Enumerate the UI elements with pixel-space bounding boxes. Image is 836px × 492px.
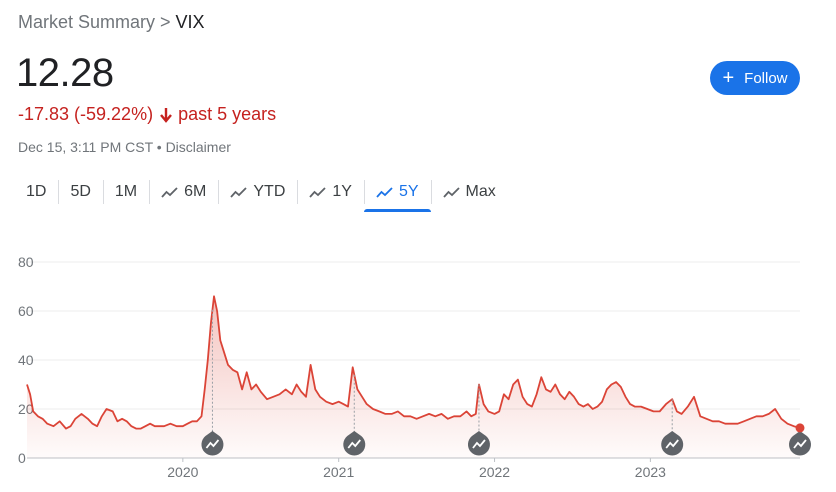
follow-button-label: Follow xyxy=(744,69,788,87)
x-tick-label: 2020 xyxy=(167,464,198,480)
breadcrumb: Market Summary > VIX xyxy=(18,12,205,33)
change-period: past 5 years xyxy=(178,104,277,124)
plus-icon: + xyxy=(722,67,735,89)
news-marker-icon[interactable] xyxy=(201,431,224,456)
trend-icon xyxy=(309,186,327,198)
tab-1m[interactable]: 1M xyxy=(102,176,149,208)
arrow-down-icon xyxy=(160,107,172,123)
vix-area xyxy=(27,296,800,458)
breadcrumb-parent[interactable]: Market Summary xyxy=(18,12,156,32)
vix-series-line xyxy=(26,295,801,430)
tab-max[interactable]: Max xyxy=(430,176,508,208)
tab-6m[interactable]: 6M xyxy=(149,176,218,208)
current-price: 12.28 xyxy=(16,51,114,95)
tab-5d[interactable]: 5D xyxy=(58,176,102,208)
tab-label: 6M xyxy=(184,183,207,200)
current-value-dot xyxy=(795,423,805,433)
quote-timestamp: Dec 15, 3:11 PM CST xyxy=(18,139,153,155)
news-marker-icon[interactable] xyxy=(467,431,490,456)
tab-label: YTD xyxy=(253,183,286,200)
trend-icon xyxy=(442,186,460,198)
trend-icon xyxy=(376,186,393,198)
y-tick-label: 0 xyxy=(18,450,26,466)
tab-label: 5Y xyxy=(398,183,419,200)
quote-meta: Dec 15, 3:11 PM CST • Disclaimer xyxy=(18,139,231,155)
y-tick-label: 80 xyxy=(18,254,34,270)
y-tick-label: 40 xyxy=(18,352,34,368)
tab-label: 1Y xyxy=(332,183,352,200)
breadcrumb-separator: > xyxy=(160,12,171,32)
trend-icon xyxy=(230,186,248,198)
change-value: -17.83 (-59.22%) xyxy=(18,104,154,124)
x-tick-label: 2023 xyxy=(635,464,666,480)
tab-1y[interactable]: 1Y xyxy=(297,176,364,208)
tab-5y[interactable]: 5Y xyxy=(363,176,431,212)
news-marker-icon[interactable] xyxy=(789,431,812,456)
tab-ytd[interactable]: YTD xyxy=(218,176,297,208)
news-marker-icon[interactable] xyxy=(343,431,366,456)
meta-separator: • xyxy=(156,139,162,155)
news-marker-icon[interactable] xyxy=(661,431,684,456)
x-tick-label: 2022 xyxy=(479,464,510,480)
breadcrumb-current: VIX xyxy=(175,12,205,32)
range-tabs: 1D 5D 1M 6M YTD 1Y 5Y Max xyxy=(14,176,508,212)
tab-label: Max xyxy=(465,183,496,200)
trend-icon xyxy=(161,186,178,198)
tab-label: 1D xyxy=(26,183,47,200)
tab-1d[interactable]: 1D xyxy=(14,176,58,208)
tab-label: 1M xyxy=(114,183,138,200)
price-change: -17.83 (-59.22%) past 5 years xyxy=(18,104,276,125)
disclaimer-link[interactable]: Disclaimer xyxy=(165,139,231,155)
y-tick-label: 60 xyxy=(18,303,34,319)
tab-label: 5D xyxy=(70,183,91,200)
follow-button[interactable]: + Follow xyxy=(710,61,800,95)
x-tick-label: 2021 xyxy=(323,464,354,480)
